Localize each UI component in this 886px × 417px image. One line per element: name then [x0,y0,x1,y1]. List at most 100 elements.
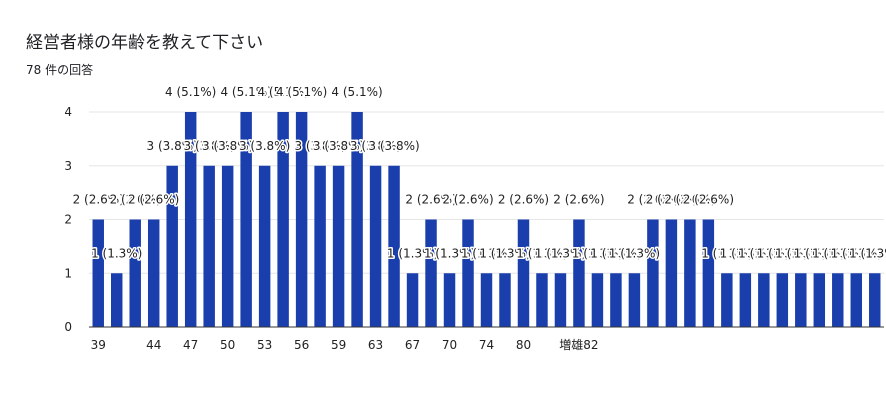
data-label: 1 (1.3%) [590,246,641,260]
bar [184,112,197,327]
data-label: 4 (5.1%) [276,85,327,99]
bar [610,273,622,327]
x-tick-label: 増雄82 [559,337,598,352]
x-tick-label: 63 [368,338,383,352]
bar [869,273,881,327]
data-label: 1 (1.3%) [609,246,660,260]
data-label: 2 (2.6%) [442,193,493,207]
bar [166,165,178,327]
data-label: 3 (3.8%) [368,139,419,153]
bar [813,273,826,327]
data-label: 1 (1.3%) [516,246,567,260]
bar [536,273,548,327]
bar [92,219,104,327]
data-label: 1 (1.3%) [572,246,623,260]
bar [665,219,678,327]
data-label: 2 (2.6%) [646,193,697,207]
x-tick-label: 47 [183,338,198,352]
bar [628,273,641,327]
bar [295,112,308,327]
y-tick-label: 2 [64,213,72,227]
y-tick-label: 0 [64,320,72,334]
data-label: 1 (1.3%) [720,246,771,260]
data-label: 4 (5.1%) [257,85,308,99]
bar [203,165,215,327]
x-tick-label: 59 [331,338,346,352]
data-label: 3 (3.8%) [294,139,345,153]
bar [351,112,363,327]
bar [258,165,271,327]
bar [647,219,659,327]
data-label: 2 (2.6%) [110,193,161,207]
x-tick-label: 67 [405,338,420,352]
bar [332,165,345,327]
data-label: 2 (2.6%) [627,193,678,207]
x-tick-label: 70 [442,338,457,352]
y-tick-label: 4 [64,105,72,119]
data-label: 1 (1.3%) [461,246,512,260]
bar [517,219,530,327]
data-label: 1 (1.3%) [91,246,142,260]
data-label: 4 (5.1%) [220,85,271,99]
x-tick-label: 56 [294,338,309,352]
x-tick-label: 74 [479,338,494,352]
bar [499,273,511,327]
bar [129,219,141,327]
x-tick-label: 50 [220,338,235,352]
data-label: 2 (2.6%) [664,193,715,207]
data-label: 1 (1.3%) [424,246,475,260]
data-label: 1 (1.3%) [535,246,586,260]
x-tick-label: 44 [146,338,161,352]
bar [591,273,604,327]
bar [721,273,733,327]
bar [111,273,123,327]
bar [388,165,400,327]
bar [369,165,382,327]
data-label: 3 (3.8%) [239,139,290,153]
bar [850,273,862,327]
data-label: 2 (2.6%) [73,193,124,207]
bar [425,219,437,327]
data-label: 3 (3.8%) [350,139,401,153]
bar [314,165,326,327]
bar [739,273,752,327]
data-label: 4 (5.1%) [331,85,382,99]
y-tick-label: 1 [64,266,72,280]
bar [554,273,567,327]
chart-title: 経営者様の年齢を教えて下さい [26,33,264,53]
data-label: 3 (3.8%) [147,139,198,153]
data-label: 2 (2.6%) [128,193,179,207]
bar [277,112,289,327]
data-label: 2 (2.6%) [553,193,604,207]
y-tick-label: 3 [64,159,72,173]
bar [832,273,844,327]
data-label: 2 (2.6%) [405,193,456,207]
data-label: 1 (1.3%) [849,246,886,260]
bar [240,112,252,327]
data-label: 3 (3.8%) [313,139,364,153]
bar [702,219,715,327]
data-label: 1 (1.3%) [812,246,863,260]
data-label: 1 (1.3%) [701,246,752,260]
response-count: 78 件の回答 [26,63,94,77]
data-label: 1 (1.3%) [775,246,826,260]
bar [480,273,493,327]
x-tick-label: 80 [516,338,531,352]
bar [776,273,789,327]
data-label: 1 (1.3%) [794,246,845,260]
data-label: 2 (2.6%) [498,193,549,207]
bar [758,273,770,327]
bar [406,273,419,327]
bar [443,273,456,327]
data-label: 1 (1.3%) [479,246,530,260]
x-tick-label: 53 [257,338,272,352]
data-label: 3 (3.8%) [202,139,253,153]
bar [221,165,234,327]
data-label: 1 (1.3%) [757,246,808,260]
data-label: 1 (1.3%) [738,246,789,260]
data-label: 3 (3.8%) [184,139,235,153]
data-label: 1 (1.3%) [831,246,882,260]
bar [795,273,807,327]
bar [147,219,160,327]
